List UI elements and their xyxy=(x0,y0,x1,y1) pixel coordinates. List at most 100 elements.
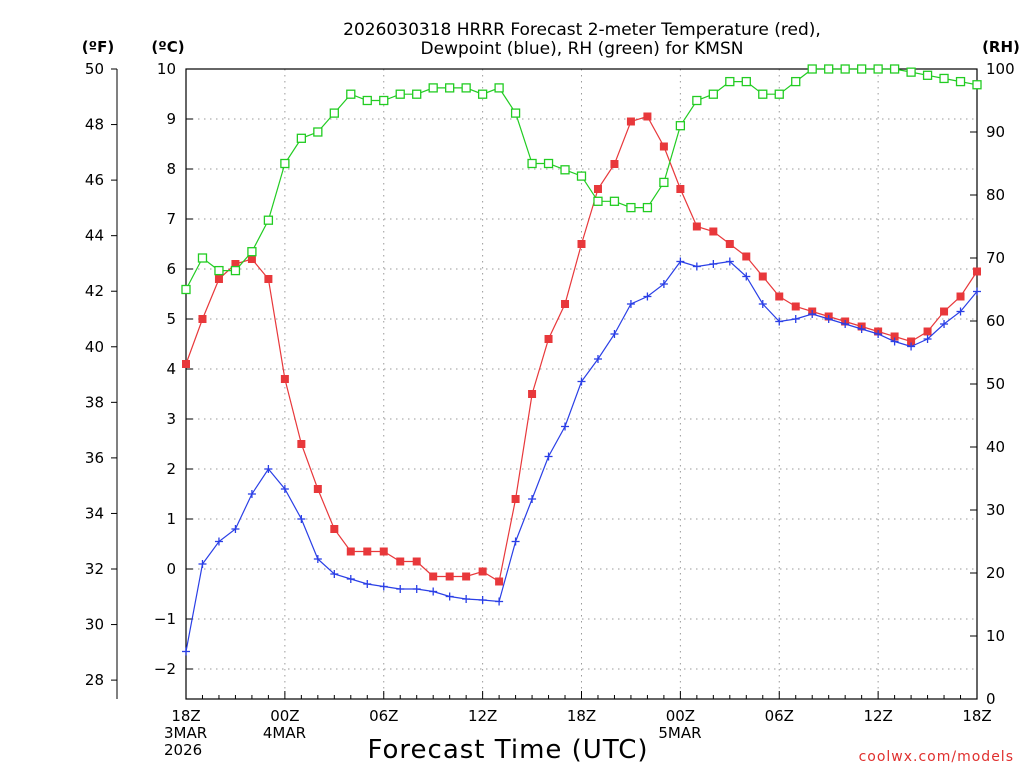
fahrenheit-tick-label: 44 xyxy=(85,227,104,245)
x-tick-label: 00Z xyxy=(270,707,299,725)
rh-marker xyxy=(939,73,949,84)
celsius-tick-label: 6 xyxy=(166,260,176,278)
celsius-tick-label: 3 xyxy=(166,410,176,428)
fahrenheit-tick-label: 38 xyxy=(85,393,104,411)
rh-marker xyxy=(543,158,554,169)
dewpoint-marker xyxy=(857,325,866,333)
temperature-marker xyxy=(495,577,504,586)
dewpoint-marker xyxy=(841,320,850,328)
dewpoint-marker xyxy=(412,585,421,593)
temperature-marker xyxy=(775,292,784,301)
dewpoint-marker xyxy=(626,300,635,308)
temperature-marker xyxy=(363,547,372,556)
x-tick-label: 06Z xyxy=(369,707,398,725)
dewpoint-marker xyxy=(495,597,504,606)
dewpoint-marker xyxy=(775,317,784,326)
celsius-tick-label: 9 xyxy=(166,110,176,128)
temperature-marker xyxy=(890,332,899,341)
rh-marker xyxy=(824,64,834,74)
temperature-marker xyxy=(198,315,207,323)
temperature-marker xyxy=(956,292,965,301)
rh-marker xyxy=(560,165,570,175)
dewpoint-marker xyxy=(561,422,570,431)
temperature-marker xyxy=(593,185,602,193)
dewpoint-marker xyxy=(379,582,388,591)
dewpoint-marker xyxy=(363,580,372,588)
fahrenheit-tick-label: 40 xyxy=(85,338,104,356)
rh-tick-label: 20 xyxy=(986,564,1005,582)
rh-marker xyxy=(197,253,208,263)
rh-tick-label: 30 xyxy=(986,501,1005,519)
temperature-line xyxy=(185,115,978,583)
celsius-tick-label: 1 xyxy=(166,510,176,528)
rh-marker xyxy=(807,64,817,74)
dewpoint-marker xyxy=(330,570,339,578)
fahrenheit-tick-label: 32 xyxy=(85,560,104,578)
axes: −2−1012345678910283032343638404244464850… xyxy=(85,60,1015,759)
rh-marker xyxy=(395,89,405,99)
rh-marker xyxy=(280,158,290,169)
dewpoint-marker xyxy=(198,560,207,568)
plot-frame xyxy=(185,68,978,700)
rh-marker xyxy=(247,247,257,257)
dewpoint-marker xyxy=(692,262,701,271)
dewpoint-marker xyxy=(346,575,355,583)
x-date-label: 3MAR xyxy=(164,724,207,742)
celsius-tick-label: 5 xyxy=(166,310,176,328)
rh-marker xyxy=(362,95,372,106)
rh-marker xyxy=(494,83,504,93)
chart-title: 2026030318 HRRR Forecast 2-meter Tempera… xyxy=(343,20,821,40)
celsius-tick-label: 8 xyxy=(166,160,176,178)
dewpoint-marker xyxy=(973,287,981,296)
temperature-marker xyxy=(247,255,256,263)
rh-marker xyxy=(428,83,438,93)
dewpoint-marker xyxy=(478,596,487,604)
dewpoint-marker xyxy=(890,337,899,346)
rh-marker xyxy=(675,121,686,131)
rh-marker xyxy=(642,202,653,213)
rh-marker xyxy=(609,196,620,206)
celsius-unit-label: (ºC) xyxy=(151,38,184,56)
rh-marker xyxy=(922,70,933,80)
temperature-marker xyxy=(313,485,322,493)
dewpoint-marker xyxy=(808,310,817,318)
temperature-marker xyxy=(280,375,289,383)
rh-tick-label: 70 xyxy=(986,249,1005,267)
dewpoint-marker xyxy=(214,537,223,546)
dewpoint-marker xyxy=(231,525,240,533)
rh-marker xyxy=(230,265,241,276)
fahrenheit-tick-label: 48 xyxy=(85,116,104,134)
dewpoint-marker xyxy=(511,537,520,546)
dewpoint-marker xyxy=(791,315,800,323)
rh-marker xyxy=(313,127,323,137)
rh-marker xyxy=(461,83,471,93)
temperature-marker xyxy=(709,227,718,236)
rh-marker xyxy=(906,67,916,77)
temperature-marker xyxy=(297,440,306,448)
fahrenheit-tick-label: 42 xyxy=(85,282,104,300)
series-layer xyxy=(181,64,982,656)
rh-marker xyxy=(889,64,900,74)
dewpoint-line xyxy=(185,260,978,652)
rh-tick-label: 100 xyxy=(986,60,1015,78)
x-tick-label: 18Z xyxy=(962,707,991,725)
dewpoint-marker xyxy=(445,592,454,601)
dewpoint-marker xyxy=(956,307,965,316)
temperature-marker xyxy=(973,267,981,276)
dewpoint-marker xyxy=(907,342,916,351)
temperature-marker xyxy=(264,275,273,283)
dewpoint-marker xyxy=(462,595,471,603)
fahrenheit-tick-label: 30 xyxy=(85,616,104,634)
rh-tick-label: 60 xyxy=(986,312,1005,330)
dewpoint-marker xyxy=(940,320,949,328)
rh-marker xyxy=(741,76,751,87)
rh-marker xyxy=(840,64,850,74)
dewpoint-marker xyxy=(923,335,932,343)
temperature-marker xyxy=(692,222,701,231)
x-tick-label: 12Z xyxy=(863,707,892,725)
chart-subtitle: Dewpoint (blue), RH (green) for KMSN xyxy=(421,39,744,59)
rh-marker xyxy=(972,80,982,90)
rh-marker xyxy=(626,202,636,213)
rh-marker xyxy=(659,177,669,188)
